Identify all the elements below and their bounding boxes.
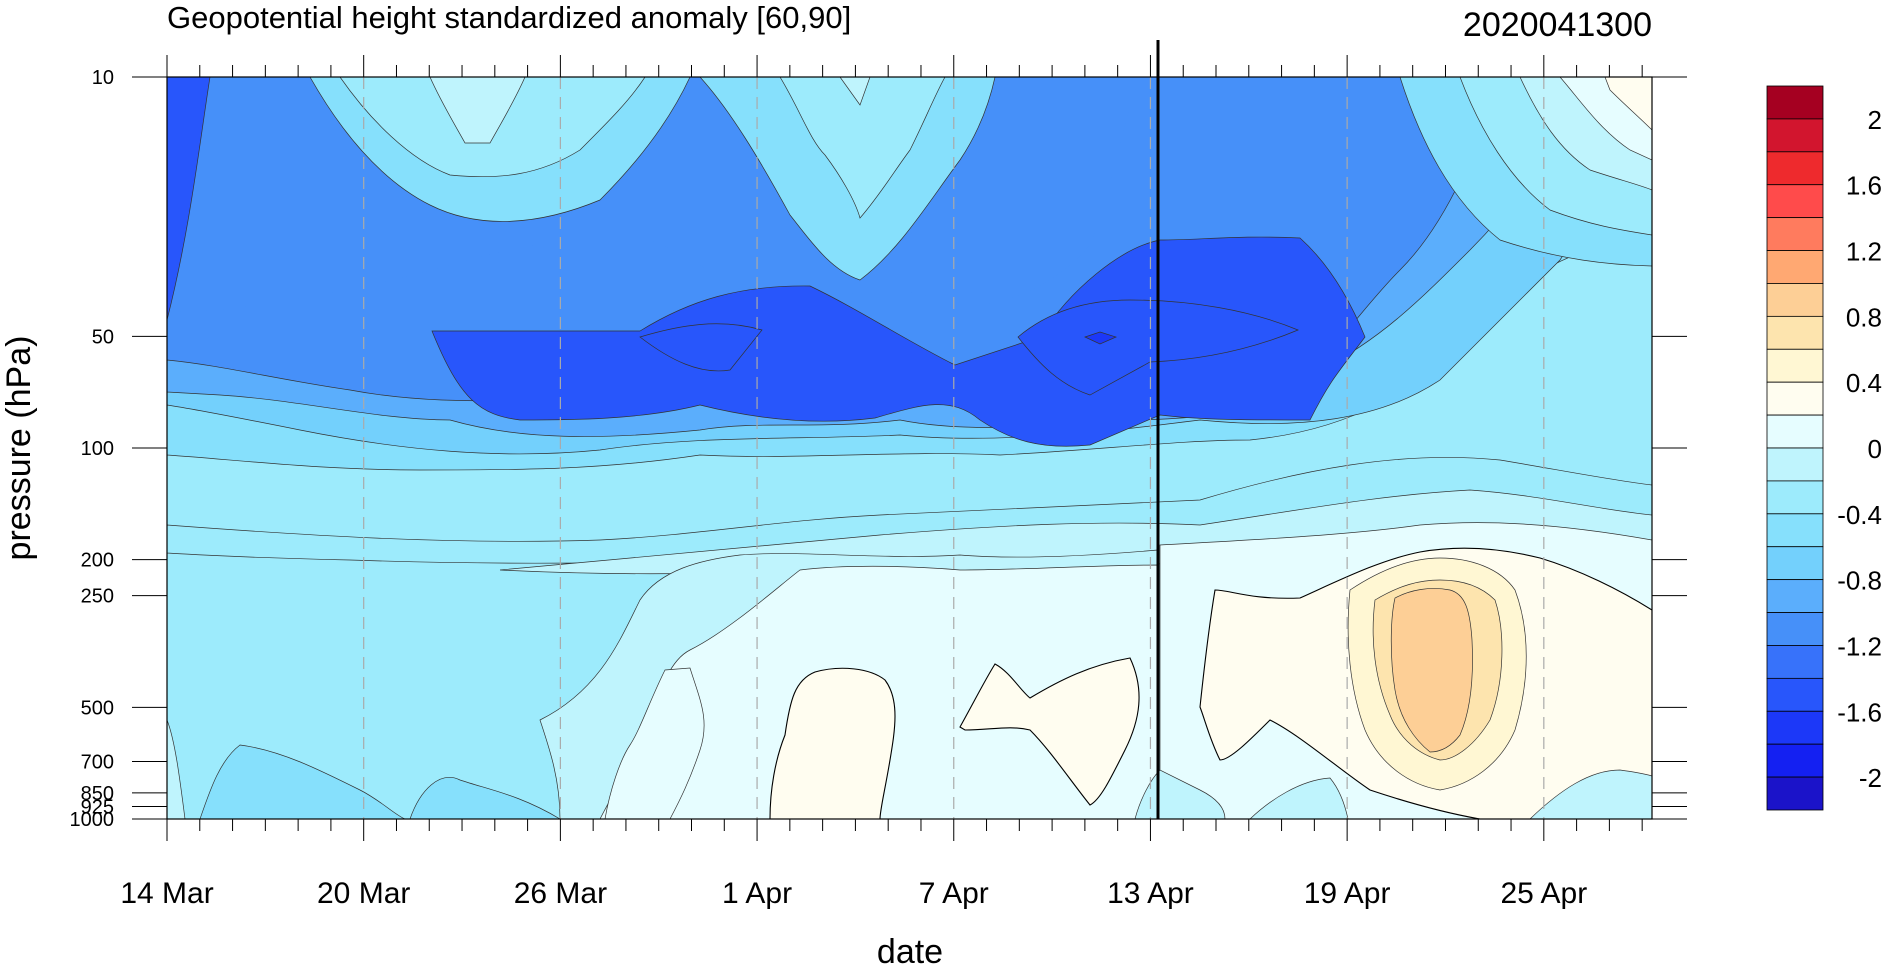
colorbar-swatch bbox=[1766, 776, 1824, 811]
x-axis-label: date bbox=[877, 933, 943, 969]
x-tick-label: 25 Apr bbox=[1500, 877, 1587, 910]
contour-band-n0.4b bbox=[779, 77, 946, 219]
contour-band-n1.8b bbox=[431, 236, 1366, 447]
y-tick-label: 500 bbox=[81, 697, 114, 719]
colorbar-swatch bbox=[1766, 217, 1824, 251]
contour-band-min bbox=[1084, 331, 1117, 345]
y-tick-label: 100 bbox=[81, 438, 114, 460]
x-tick-label: 19 Apr bbox=[1304, 877, 1391, 910]
x-tick-label: 14 Mar bbox=[120, 877, 213, 910]
y-axis-label: pressure (hPa) bbox=[0, 336, 38, 561]
contour-band-n0.4e bbox=[167, 719, 186, 819]
y-tick-label: 850 bbox=[81, 783, 114, 805]
colorbar-label: 1.2 bbox=[1846, 237, 1882, 267]
contour-band-n0.2a bbox=[429, 77, 526, 144]
colorbar-label: -0.8 bbox=[1837, 566, 1882, 596]
colorbar: 2 1.6 1.2 0.8 0.4 0 -0.4 -0.8 -1.2 -1.6 -2 bbox=[1766, 85, 1882, 811]
colorbar-label: -1.6 bbox=[1837, 697, 1882, 727]
colorbar-swatch bbox=[1766, 612, 1824, 646]
y-tick-label: 200 bbox=[81, 550, 114, 572]
contour-field bbox=[167, 77, 1652, 819]
colorbar-swatch bbox=[1766, 118, 1824, 153]
colorbar-swatch bbox=[1766, 414, 1824, 449]
date-label: 2020041300 bbox=[1463, 6, 1652, 44]
contour-band-p0.6 bbox=[1390, 588, 1473, 753]
colorbar-swatch bbox=[1766, 677, 1824, 712]
colorbar-label: 0.4 bbox=[1846, 368, 1882, 398]
contour-band-n0.4h bbox=[1249, 777, 1349, 819]
contour-band-0g bbox=[604, 667, 705, 819]
contour-band-n0.4i bbox=[1529, 769, 1652, 819]
colorbar-label: -1.2 bbox=[1837, 631, 1882, 661]
y-tick-label: 700 bbox=[81, 752, 114, 774]
colorbar-swatch bbox=[1766, 283, 1824, 317]
colorbar-swatch bbox=[1766, 315, 1824, 350]
contour-band-n0.6f bbox=[409, 777, 561, 819]
x-tick-label: 20 Mar bbox=[317, 877, 410, 910]
contour-band-p0b bbox=[959, 657, 1140, 806]
colorbar-swatch bbox=[1766, 579, 1824, 613]
colorbar-swatch bbox=[1766, 250, 1824, 284]
colorbar-label: 0.8 bbox=[1846, 302, 1882, 332]
colorbar-swatch bbox=[1766, 480, 1824, 515]
colorbar-label: -0.4 bbox=[1837, 500, 1882, 530]
colorbar-swatch bbox=[1766, 447, 1824, 482]
colorbar-swatch bbox=[1766, 85, 1824, 120]
y-tick-label: 925 bbox=[81, 796, 114, 818]
y-tick-label: 10 bbox=[92, 67, 114, 89]
chart-title: Geopotential height standardized anomaly… bbox=[167, 0, 851, 35]
colorbar-label: 2 bbox=[1868, 105, 1882, 135]
colorbar-label: -2 bbox=[1859, 763, 1882, 793]
colorbar-swatch bbox=[1766, 513, 1824, 548]
y-tick-label: 50 bbox=[92, 326, 114, 348]
colorbar-swatch bbox=[1766, 184, 1824, 219]
colorbar-swatch bbox=[1766, 710, 1824, 745]
y-tick-label: 1000 bbox=[70, 809, 115, 831]
colorbar-label: 0 bbox=[1868, 434, 1882, 464]
colorbar-swatch bbox=[1766, 348, 1824, 383]
y-tick-label: 250 bbox=[81, 586, 114, 608]
colorbar-swatch bbox=[1766, 546, 1824, 581]
x-tick-label: 13 Apr bbox=[1107, 877, 1194, 910]
contour-band-n0.6e bbox=[199, 744, 406, 819]
contour-band-n1.8 bbox=[167, 77, 211, 321]
x-axis: 14 Mar 20 Mar 26 Mar 1 Apr 7 Apr 13 Apr 19 Apr… bbox=[120, 55, 1643, 910]
x-tick-label: 7 Apr bbox=[919, 877, 989, 910]
colorbar-swatch bbox=[1766, 645, 1824, 679]
contour-band-n1.9a bbox=[639, 323, 763, 372]
colorbar-swatch bbox=[1766, 151, 1824, 186]
contour-band-n0.2b bbox=[839, 77, 871, 106]
colorbar-label: 1.6 bbox=[1846, 171, 1882, 201]
contour-band-p0a bbox=[769, 667, 896, 819]
x-tick-label: 26 Mar bbox=[514, 877, 607, 910]
date-grid bbox=[363, 77, 1545, 819]
x-tick-label: 1 Apr bbox=[722, 877, 792, 910]
colorbar-swatch bbox=[1766, 381, 1824, 416]
colorbar-swatch bbox=[1766, 743, 1824, 778]
